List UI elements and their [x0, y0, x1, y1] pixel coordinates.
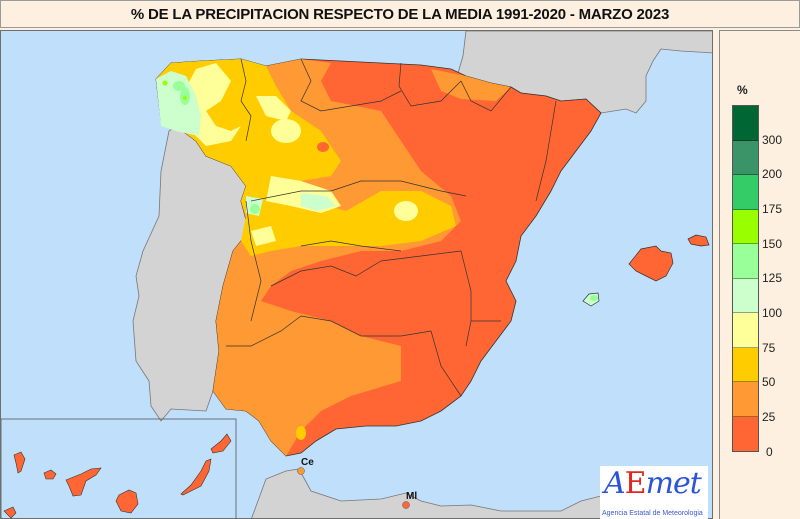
zone-150-175-b	[183, 96, 187, 100]
ceuta-marker	[297, 467, 305, 475]
ibiza-wet-zone	[590, 295, 598, 301]
ceuta-label: Ce	[301, 457, 314, 468]
map-canvas	[1, 31, 712, 518]
legend-tick-25: 25	[762, 410, 776, 424]
legend-swatch-50-75	[733, 347, 758, 382]
aemet-logo-subtitle: Agencia Estatal de Meteorologia	[602, 510, 703, 517]
legend-color-bar	[732, 105, 759, 452]
legend-tick-75: 75	[762, 341, 776, 355]
legend-swatch-200-300	[733, 140, 758, 175]
legend-swatch-0-25	[733, 416, 758, 451]
zone-75-100-b	[256, 96, 291, 121]
zone-75-100-f	[271, 119, 301, 143]
mallorca	[628, 245, 674, 282]
zone-25-50-north	[431, 69, 511, 101]
legend-swatch-125-150	[733, 244, 758, 279]
legend-tick-150: 150	[762, 237, 783, 251]
legend-tick-100: 100	[762, 306, 783, 320]
legend-unit: %	[737, 83, 748, 97]
melilla-marker	[402, 501, 410, 509]
zone-0-25-patch	[317, 142, 329, 152]
melilla-label: Ml	[406, 491, 418, 502]
legend-swatch-175-200	[733, 175, 758, 210]
legend-swatch-25-50	[733, 382, 758, 417]
canary-islands	[3, 433, 232, 518]
aemet-logo-mark: AEmet	[604, 466, 702, 501]
legend-swatch-75-100	[733, 313, 758, 348]
legend-tick-175: 175	[762, 202, 783, 216]
regional-borders	[226, 58, 557, 397]
legend-tick-0: 0	[766, 445, 773, 459]
canary-inset-frame	[1, 418, 237, 518]
zone-75-100-d	[251, 226, 276, 246]
legend-tick-50: 50	[762, 375, 776, 389]
zone-125-150-c	[250, 204, 260, 214]
zone-150-175	[162, 80, 168, 86]
zone-100-125	[156, 71, 201, 136]
legend-tick-300: 300	[762, 133, 783, 147]
zone-50-75-patch	[296, 426, 306, 440]
menorca	[687, 234, 710, 247]
aemet-logo: AEmet Agencia Estatal de Meteorologia	[600, 466, 708, 519]
zone-125-150	[173, 81, 185, 91]
legend-swatch-150-175	[733, 209, 758, 244]
map-title-bar: % DE LA PRECIPITACION RESPECTO DE LA MED…	[0, 0, 800, 28]
zone-50-75	[156, 59, 456, 256]
legend-swatch-100-125	[733, 278, 758, 313]
legend-panel: % 300 200 175 150 125 100 75 50 25 0	[719, 30, 800, 519]
legend-swatch-300-plus	[733, 106, 758, 141]
zone-75-100-e	[394, 201, 418, 221]
map-title: % DE LA PRECIPITACION RESPECTO DE LA MED…	[130, 5, 670, 23]
morocco-landmass	[251, 468, 602, 518]
legend-tick-125: 125	[762, 271, 783, 285]
zone-100-125-b	[301, 193, 336, 211]
legend-tick-200: 200	[762, 167, 783, 181]
precipitation-map: Ce Ml	[0, 30, 713, 519]
